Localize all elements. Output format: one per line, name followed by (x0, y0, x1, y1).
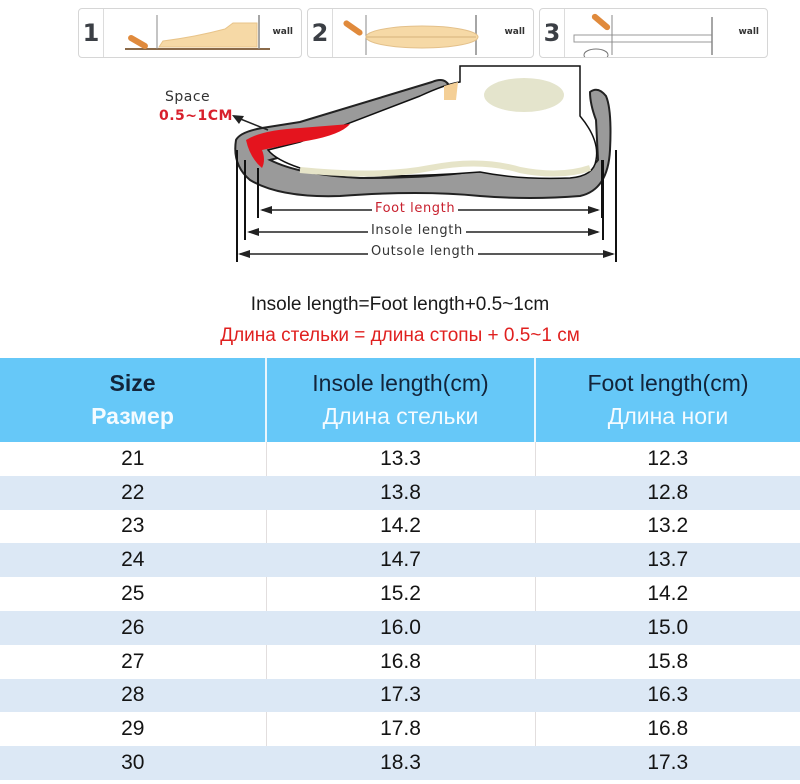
shoe-cross-section-diagram (232, 65, 617, 262)
step-number: 3 (540, 9, 565, 57)
cell-size: 25 (0, 577, 266, 611)
header-insole-ru: Длина стельки (322, 403, 479, 429)
measurement-steps: 1 wall 2 wall 3 wall (78, 8, 768, 60)
cell-size: 23 (0, 509, 266, 544)
cell-size: 30 (0, 746, 266, 780)
table-row: 23 14.2 13.2 (0, 509, 800, 544)
cell-foot: 15.8 (534, 644, 800, 679)
step-2-panel: 2 wall (307, 8, 534, 58)
step-3-panel: 3 wall (539, 8, 768, 58)
cell-insole: 15.2 (265, 577, 535, 611)
header-size-en: Size (109, 370, 156, 396)
size-chart-table: Size Размер Insole length(cm) Длина стел… (0, 358, 800, 780)
cell-foot: 16.3 (534, 678, 800, 713)
cell-insole: 16.0 (265, 610, 535, 645)
step-1-panel: 1 wall (78, 8, 302, 58)
header-foot-en: Foot length(cm) (587, 370, 749, 396)
wall-label: wall (272, 27, 293, 37)
foot-side-measure-icon (125, 15, 270, 50)
table-row: 28 17.3 16.3 (0, 678, 800, 713)
cell-foot: 16.8 (534, 712, 800, 747)
ruler-measure-icon (573, 13, 713, 57)
step-number: 1 (79, 9, 104, 57)
cell-insole: 17.8 (265, 712, 535, 747)
wall-label: wall (504, 27, 525, 37)
cell-size: 21 (0, 442, 266, 476)
cell-insole: 13.8 (265, 475, 535, 510)
space-label: Space (165, 89, 211, 105)
cell-insole: 13.3 (265, 442, 535, 476)
cell-foot: 17.3 (534, 746, 800, 780)
space-value: 0.5~1CM (159, 108, 233, 124)
table-row: 22 13.8 12.8 (0, 475, 800, 510)
header-foot-ru: Длина ноги (607, 403, 729, 429)
cell-foot: 13.2 (534, 509, 800, 544)
cell-size: 29 (0, 712, 266, 747)
header-insole-length: Insole length(cm) Длина стельки (265, 358, 535, 442)
header-foot-length: Foot length(cm) Длина ноги (534, 358, 800, 442)
insole-length-label: Insole length (368, 223, 466, 238)
header-size: Size Размер (0, 358, 266, 442)
header-size-ru: Размер (91, 403, 174, 429)
table-row: 21 13.3 12.3 (0, 442, 800, 476)
cell-size: 22 (0, 475, 266, 510)
cell-insole: 14.2 (265, 509, 535, 544)
table-row: 25 15.2 14.2 (0, 577, 800, 611)
table-row: 29 17.8 16.8 (0, 712, 800, 747)
step-number: 2 (308, 9, 333, 57)
table-row: 24 14.7 13.7 (0, 543, 800, 578)
header-insole-en: Insole length(cm) (312, 370, 489, 396)
table-row: 30 18.3 17.3 (0, 746, 800, 780)
outsole-length-label: Outsole length (368, 244, 478, 259)
cell-foot: 14.2 (534, 577, 800, 611)
cell-size: 26 (0, 610, 266, 645)
foot-top-trace-icon (343, 15, 479, 55)
wall-label: wall (738, 27, 759, 37)
formula-english: Insole length=Foot length+0.5~1cm (250, 294, 550, 315)
cell-size: 24 (0, 543, 266, 578)
cell-size: 28 (0, 678, 266, 713)
foot-length-label: Foot length (372, 201, 459, 216)
cell-insole: 18.3 (265, 746, 535, 780)
cell-insole: 16.8 (265, 644, 535, 679)
cell-foot: 15.0 (534, 610, 800, 645)
cell-insole: 17.3 (265, 678, 535, 713)
cell-size: 27 (0, 644, 266, 679)
cell-foot: 12.3 (534, 442, 800, 476)
table-row: 26 16.0 15.0 (0, 610, 800, 645)
cell-foot: 12.8 (534, 475, 800, 510)
table-header-row: Size Размер Insole length(cm) Длина стел… (0, 358, 800, 442)
cell-foot: 13.7 (534, 543, 800, 578)
cell-insole: 14.7 (265, 543, 535, 578)
formula-russian: Длина стельки = длина стопы + 0.5~1 см (220, 325, 580, 346)
table-row: 27 16.8 15.8 (0, 644, 800, 679)
